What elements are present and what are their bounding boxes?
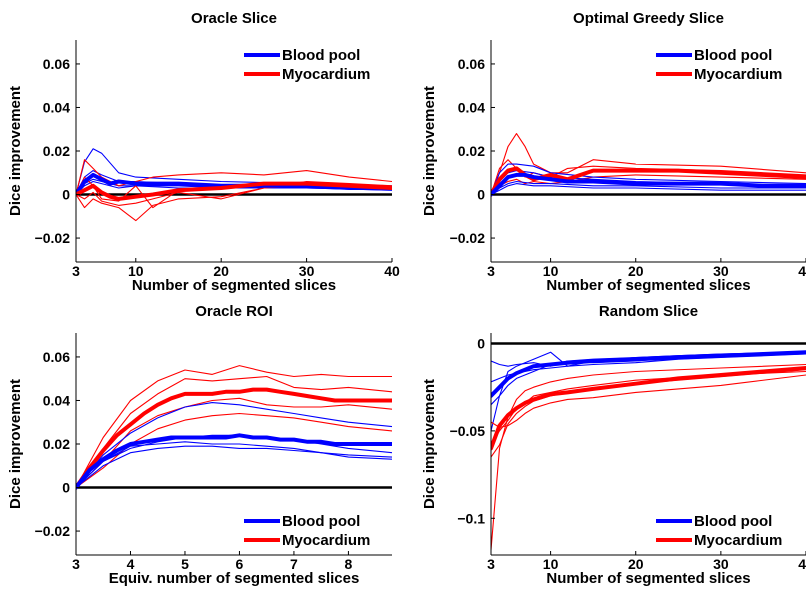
subject-blood-pool-line-7 <box>76 434 392 489</box>
subject-blood-pool-line-6 <box>491 180 806 196</box>
x-tick-label: 20 <box>213 263 229 279</box>
x-axis-label: Number of segmented slices <box>132 277 336 294</box>
mean-myocardium-line-1 <box>76 181 392 201</box>
y-tick-label: 0.06 <box>458 56 485 72</box>
legend-label-blood-pool: Blood pool <box>282 47 360 64</box>
legend-label-blood-pool: Blood pool <box>694 47 772 64</box>
x-tick-label: 40 <box>798 556 806 572</box>
x-tick-label: 3 <box>72 263 80 279</box>
panel-optimal-greedy-slice: 3 10 20 30 40 −0.02 0 0.02 0.04 0.06 Optimal Greed… <box>421 10 806 294</box>
y-tick-label: 0.02 <box>43 143 70 159</box>
y-axis-label: Dice improvement <box>421 379 438 509</box>
legend-label-myocardium: Myocardium <box>694 532 782 549</box>
subject-myocardium-line-9 <box>76 180 392 206</box>
y-tick-label: 0 <box>62 480 70 496</box>
mean-myocardium-line-1 <box>491 366 806 451</box>
chart-title: Oracle Slice <box>191 10 277 27</box>
subject-myocardium-line-7 <box>76 185 392 222</box>
x-tick-label: 20 <box>628 263 644 279</box>
legend: Blood pool Myocardium <box>656 513 782 549</box>
x-tick-label: 40 <box>798 263 806 279</box>
series-group <box>491 133 806 197</box>
mean-blood-pool-line-1 <box>491 172 806 197</box>
x-axis-label: Number of segmented slices <box>546 570 750 587</box>
x-tick-label: 6 <box>236 556 244 572</box>
x-tick-label: 4 <box>127 556 135 572</box>
subject-myocardium-line-8 <box>491 374 806 428</box>
panel-random-slice: 3 10 20 30 40 −0.1 −0.05 0 Random Slice Number of… <box>421 303 806 587</box>
x-tick-label: 8 <box>345 556 353 572</box>
x-tick-label: 30 <box>299 263 315 279</box>
y-tick-label: 0.04 <box>43 392 70 408</box>
legend-label-myocardium: Myocardium <box>282 66 370 83</box>
y-tick-label: 0.04 <box>43 99 70 115</box>
x-tick-label: 10 <box>543 556 559 572</box>
x-tick-label: 3 <box>487 556 495 572</box>
legend: Blood pool Myocardium <box>656 47 782 83</box>
x-tick-label: 30 <box>713 263 729 279</box>
x-tick-label: 5 <box>181 556 189 572</box>
y-tick-label: 0.02 <box>458 143 485 159</box>
y-tick-label: −0.1 <box>457 510 485 526</box>
subject-blood-pool-line-5 <box>491 163 806 196</box>
x-axis-label: Equiv. number of segmented slices <box>109 570 360 587</box>
mean-blood-pool-line-0 <box>491 350 806 398</box>
legend-label-myocardium: Myocardium <box>282 532 370 549</box>
y-tick-label: 0 <box>477 335 485 351</box>
subject-blood-pool-line-8 <box>491 183 806 196</box>
x-tick-label: 7 <box>290 556 298 572</box>
y-tick-label: −0.05 <box>450 423 486 439</box>
chart-title: Optimal Greedy Slice <box>573 10 724 27</box>
chart-title: Oracle ROI <box>195 303 273 320</box>
panel-oracle-slice: 3 10 20 30 40 −0.02 0 0.02 0.04 0.06 Oracle Slice N… <box>7 10 400 294</box>
subject-myocardium-line-2 <box>491 133 806 196</box>
subject-blood-pool-line-8 <box>76 445 392 489</box>
series-group <box>491 350 806 551</box>
legend-label-blood-pool: Blood pool <box>282 513 360 530</box>
subject-myocardium-line-3 <box>491 174 806 196</box>
y-tick-label: −0.02 <box>35 230 71 246</box>
y-tick-label: −0.02 <box>35 523 71 539</box>
y-tick-label: 0.06 <box>43 349 70 365</box>
y-tick-label: 0 <box>477 187 485 203</box>
series-group <box>76 148 392 222</box>
subject-myocardium-line-9 <box>491 370 806 446</box>
legend-label-myocardium: Myocardium <box>694 66 782 83</box>
x-tick-label: 10 <box>543 263 559 279</box>
panel-oracle-roi: 3 4 5 6 7 8 −0.02 0 0.02 0.04 0.06 Oracle ROI Equiv.… <box>7 303 392 587</box>
x-tick-label: 10 <box>128 263 144 279</box>
y-axis-label: Dice improvement <box>7 379 24 509</box>
y-tick-label: 0 <box>62 187 70 203</box>
x-tick-label: 3 <box>72 556 80 572</box>
x-axis-label: Number of segmented slices <box>546 277 750 294</box>
legend: Blood pool Myocardium <box>244 47 370 83</box>
mean-blood-pool-line-1 <box>76 433 392 490</box>
y-tick-label: −0.02 <box>450 230 486 246</box>
y-tick-label: 0.04 <box>458 99 485 115</box>
legend: Blood pool Myocardium <box>244 513 370 549</box>
subject-myocardium-line-6 <box>76 159 392 196</box>
x-tick-label: 40 <box>384 263 400 279</box>
y-axis-label: Dice improvement <box>7 86 24 216</box>
chart-title: Random Slice <box>599 303 698 320</box>
subject-myocardium-line-3 <box>76 375 392 489</box>
subject-blood-pool-line-9 <box>76 441 392 489</box>
legend-label-blood-pool: Blood pool <box>694 513 772 530</box>
y-axis-label: Dice improvement <box>421 86 438 216</box>
subject-blood-pool-line-6 <box>76 402 392 489</box>
x-tick-label: 20 <box>628 556 644 572</box>
series-group <box>76 365 392 490</box>
y-tick-label: 0.02 <box>43 436 70 452</box>
subject-myocardium-line-4 <box>76 397 392 489</box>
mean-myocardium-line-0 <box>76 387 392 490</box>
mean-blood-pool-line-0 <box>76 172 392 197</box>
x-tick-label: 3 <box>487 263 495 279</box>
y-tick-label: 0.06 <box>43 56 70 72</box>
x-tick-label: 30 <box>713 556 729 572</box>
mean-myocardium-line-0 <box>491 166 806 197</box>
subject-myocardium-line-2 <box>76 365 392 489</box>
